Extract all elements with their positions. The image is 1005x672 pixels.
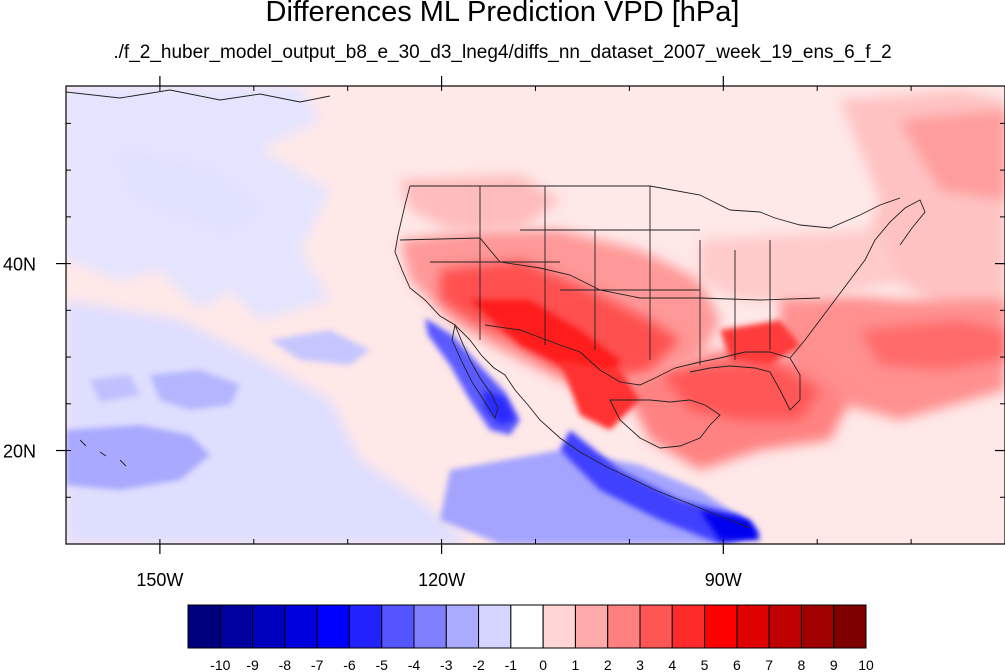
colorbar-label: 0 — [539, 657, 547, 672]
colorbar-swatch — [574, 604, 609, 649]
lon-tick-label: 120W — [418, 570, 465, 590]
colorbar-swatch — [219, 604, 254, 649]
colorbar-label: -7 — [311, 657, 324, 672]
colorbar-label: 3 — [636, 657, 644, 672]
colorbar-label: 1 — [572, 657, 580, 672]
colorbar-label: -1 — [505, 657, 518, 672]
colorbar-swatch — [316, 604, 350, 649]
colorbar-label: 6 — [733, 657, 741, 672]
colorbar-label: 9 — [830, 657, 838, 672]
colorbar-label: -10 — [210, 657, 230, 672]
axis-ticks: 150W 120W 90W 40N 20N — [3, 76, 1005, 590]
colorbar-swatch — [833, 604, 867, 649]
colorbar-swatch — [671, 604, 706, 649]
colorbar-swatch — [704, 604, 738, 649]
colorbar-swatch — [736, 604, 770, 649]
colorbar-swatch — [413, 604, 447, 649]
colorbar-swatch — [284, 604, 318, 649]
colorbar-label: 8 — [798, 657, 806, 672]
colorbar-swatch — [510, 604, 544, 649]
colorbar-label: -8 — [279, 657, 292, 672]
colorbar-swatch — [252, 604, 286, 649]
colorbar-swatch — [348, 604, 383, 649]
colorbar-label: -5 — [375, 657, 388, 672]
lat-tick-label: 20N — [3, 442, 36, 462]
lon-tick-label: 90W — [705, 570, 742, 590]
lon-tick-label: 150W — [136, 570, 183, 590]
map-title: Differences ML Prediction VPD [hPa] — [265, 0, 740, 28]
colorbar-label: -4 — [408, 657, 421, 672]
colorbar-label: -6 — [343, 657, 356, 672]
colorbar-label: -2 — [472, 657, 485, 672]
colorbar-swatch — [445, 604, 480, 649]
colorbar-swatch — [607, 604, 641, 649]
coastlines-and-borders — [66, 89, 926, 529]
vpd-difference-field — [66, 86, 1005, 544]
map-subtitle: ./f_2_huber_model_output_b8_e_30_d3_lneg… — [113, 42, 892, 63]
colorbar-swatch — [768, 604, 802, 649]
colorbar-label: -3 — [440, 657, 453, 672]
colorbar-label: 2 — [604, 657, 612, 672]
colorbar-swatch — [639, 604, 673, 649]
colorbar: -10 -9 -8 -7 -6 -5 -4 -3 -2 -1 0 1 2 3 4 5 6 7 8 9 10 — [187, 604, 874, 672]
colorbar-swatch — [800, 604, 835, 649]
colorbar-swatch — [542, 604, 576, 649]
colorbar-swatch — [381, 604, 415, 649]
colorbar-label: 4 — [668, 657, 676, 672]
colorbar-label: 5 — [701, 657, 709, 672]
colorbar-label: -9 — [246, 657, 259, 672]
colorbar-swatch — [187, 604, 221, 649]
map-panel: 150W 120W 90W 40N 20N — [3, 76, 1005, 590]
lat-tick-label: 40N — [3, 255, 36, 275]
colorbar-swatch — [478, 604, 512, 649]
colorbar-label: 10 — [858, 657, 874, 672]
colorbar-label: 7 — [765, 657, 773, 672]
